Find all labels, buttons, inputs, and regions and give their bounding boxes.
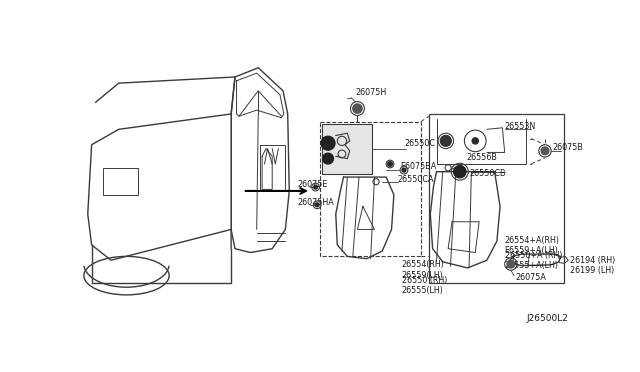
Circle shape [472,138,478,144]
Text: 26554(RH)
26559(LH): 26554(RH) 26559(LH) [402,260,445,280]
Text: 26075E: 26075E [298,180,328,189]
Text: 26075H: 26075H [355,88,387,97]
Circle shape [402,168,406,172]
Circle shape [454,166,466,178]
Text: 26550CA: 26550CA [397,175,435,184]
Circle shape [321,136,335,150]
Circle shape [388,162,392,166]
Text: 26550 (RH)
26555(LH): 26550 (RH) 26555(LH) [402,276,447,295]
Circle shape [323,153,333,164]
Circle shape [541,147,549,155]
Circle shape [316,203,319,207]
Text: J26500L2: J26500L2 [526,314,568,323]
Text: 26554+A(RH)
E6559+A(LH): 26554+A(RH) E6559+A(LH) [505,235,560,255]
Circle shape [507,260,515,268]
Bar [429,114,564,283]
Text: E6075BA: E6075BA [400,162,436,171]
Circle shape [353,104,362,113]
Circle shape [440,135,451,146]
Text: 26550CB: 26550CB [470,169,506,179]
Text: 26550C: 26550C [404,139,436,148]
Text: 26075A: 26075A [516,273,547,282]
Bar [322,124,372,174]
Bar [430,116,531,166]
Text: 26075B: 26075B [553,142,584,151]
Bar [103,168,138,195]
Text: 26075HA: 26075HA [298,198,335,207]
Text: 26194 (RH)
26199 (LH): 26194 (RH) 26199 (LH) [570,256,615,275]
Text: 26550+A (RH)
26555+A(LH): 26550+A (RH) 26555+A(LH) [505,251,562,270]
Circle shape [314,185,317,189]
Text: 26556B: 26556B [466,153,497,163]
Text: 26553N: 26553N [505,122,536,131]
Bar [320,122,421,256]
